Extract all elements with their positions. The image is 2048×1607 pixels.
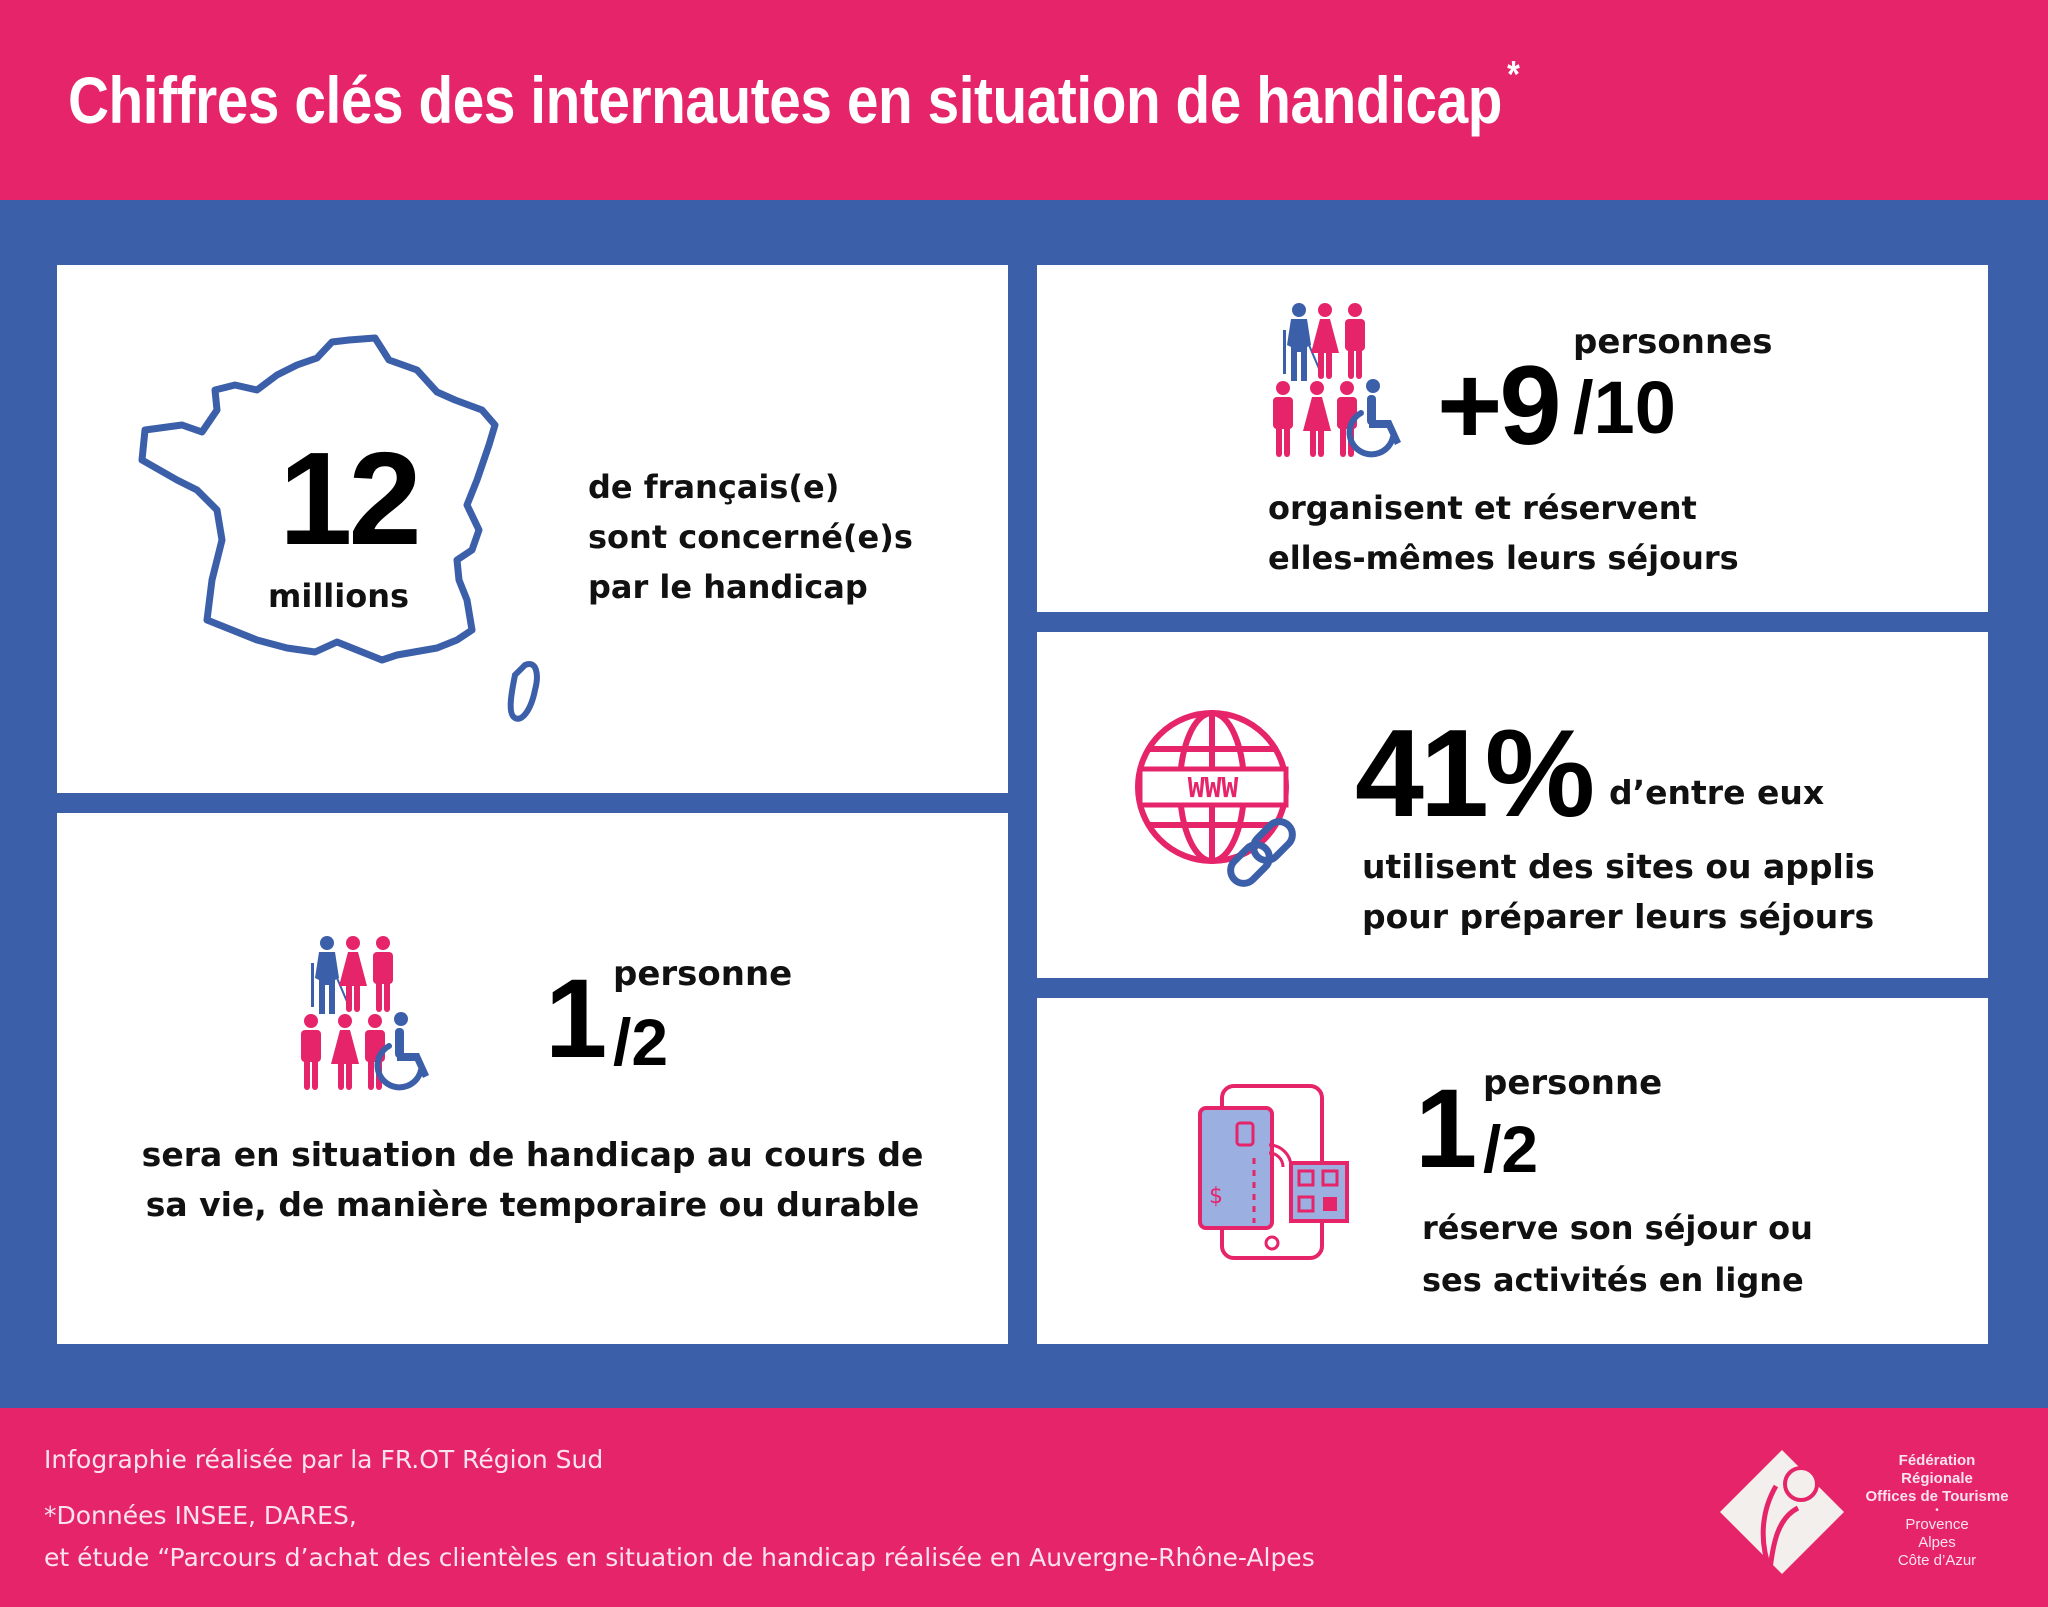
online-stat-superscript: personne <box>1483 1063 1663 1103</box>
header-banner: Chiffres clés des internautes en situati… <box>0 0 2048 200</box>
footer-sources: *Données INSEE, DARES, <box>44 1501 357 1530</box>
logo-dot: • <box>1935 1505 1939 1516</box>
online-stat-number: 1 <box>1415 1066 1478 1191</box>
self-booking-stat-superscript: personnes <box>1573 322 1773 362</box>
online-stat-line: réserve son séjour ou <box>1422 1209 1813 1247</box>
title-asterisk: * <box>1507 54 1520 96</box>
page-title: Chiffres clés des internautes en situati… <box>68 54 1520 138</box>
france-stat-line: de français(e) <box>588 468 840 506</box>
people-group-icon <box>1269 300 1409 465</box>
france-stat-line: sont concerné(e)s <box>588 518 913 556</box>
logo-line: Fédération Régionale <box>1898 1452 1976 1487</box>
panel-online-stat: $ 1 personne /2 réserve son séjour ou se… <box>1037 998 1988 1344</box>
lifetime-stat-number: 1 <box>545 956 608 1081</box>
self-booking-stat-line: elles-mêmes leurs séjours <box>1268 539 1739 577</box>
web-stat-suffix: d’entre eux <box>1609 773 1825 812</box>
panel-france-stat: 12 millions de français(e) sont concerné… <box>57 265 1008 793</box>
web-stat-line: pour préparer leurs séjours <box>1362 897 1875 936</box>
frot-logo-icon <box>1720 1450 1844 1574</box>
lifetime-stat-line: sera en situation de handicap au cours d… <box>141 1135 924 1174</box>
france-stat-unit: millions <box>268 577 410 615</box>
self-booking-stat-line: organisent et réservent <box>1268 489 1697 527</box>
self-booking-stat-fraction: /10 <box>1573 366 1676 449</box>
footer-credit: Infographie réalisée par la FR.OT Région… <box>44 1445 604 1474</box>
france-stat-line: par le handicap <box>588 568 868 606</box>
france-map-icon <box>138 334 540 722</box>
smartphone-payment-icon: $ <box>1198 1084 1349 1260</box>
logo-line: Provence <box>1905 1516 1969 1533</box>
footer: Infographie réalisée par la FR.OT Région… <box>0 1408 2048 1607</box>
online-stat-line: ses activités en ligne <box>1422 1261 1804 1299</box>
panel-web-stat: WWW 41% d’entre eux utilisent des sites … <box>1037 632 1988 978</box>
logo-line: Côte d’Azur <box>1897 1552 1977 1569</box>
lifetime-stat-superscript: personne <box>613 954 793 994</box>
people-group-icon <box>297 933 437 1098</box>
web-stat-number: 41% <box>1355 705 1595 843</box>
lifetime-stat-line: sa vie, de manière temporaire ou durable <box>145 1185 920 1224</box>
web-stat-line: utilisent des sites ou applis <box>1362 847 1875 886</box>
panel-lifetime-stat: 1 personne /2 sera en situation de handi… <box>57 813 1008 1344</box>
lifetime-stat-fraction: /2 <box>613 1005 669 1079</box>
footer-sources: et étude “Parcours d’achat des clientèle… <box>44 1543 1315 1572</box>
self-booking-stat-prefix: +9 <box>1437 343 1562 468</box>
online-stat-fraction: /2 <box>1483 1112 1539 1186</box>
france-stat-number: 12 <box>279 425 422 572</box>
svg-text:$: $ <box>1209 1184 1223 1209</box>
svg-text:WWW: WWW <box>1188 771 1239 804</box>
title-text: Chiffres clés des internautes en situati… <box>68 63 1502 137</box>
logo-line: Alpes <box>1918 1534 1956 1551</box>
panel-self-booking-stat: +9 personnes /10 organisent et réservent… <box>1037 265 1988 612</box>
logo-line: Offices de Tourisme <box>1865 1488 2009 1505</box>
frot-logo-text: Fédération Régionale Offices de Tourisme… <box>1862 1452 2012 1570</box>
globe-www-icon: WWW <box>1135 710 1296 887</box>
